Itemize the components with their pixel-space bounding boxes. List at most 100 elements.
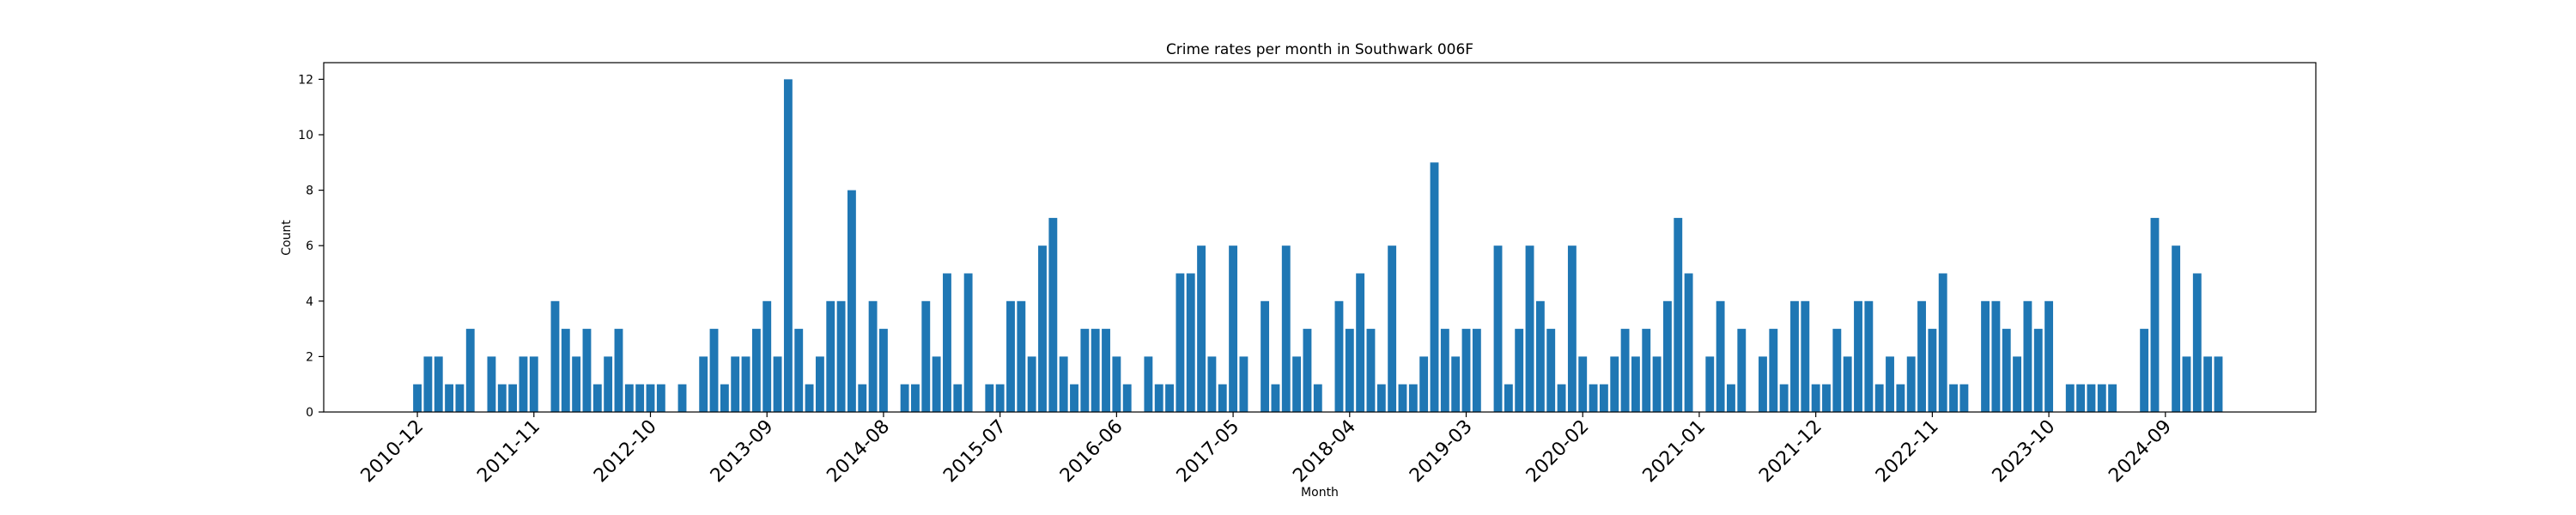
x-tick-label: 2011-11 <box>473 416 544 488</box>
bar <box>2013 356 2022 412</box>
bar <box>1376 384 1386 412</box>
bar <box>561 329 570 412</box>
bar <box>1981 300 1990 412</box>
bar <box>1504 384 1513 412</box>
x-tick-label: 2014-08 <box>823 416 894 488</box>
bar <box>1303 329 1312 412</box>
bar <box>2023 300 2032 412</box>
bar <box>1356 273 1365 412</box>
bar <box>2172 245 2181 412</box>
bar <box>836 300 846 412</box>
x-tick-label: 2018-04 <box>1289 416 1360 488</box>
bar <box>1599 384 1608 412</box>
bar <box>1112 356 1121 412</box>
bar <box>1515 329 1524 412</box>
bar <box>1896 384 1905 412</box>
x-tick-label: 2021-12 <box>1755 416 1826 488</box>
bar <box>604 356 613 412</box>
bar <box>1006 300 1015 412</box>
bar <box>1218 384 1227 412</box>
bar <box>2108 384 2117 412</box>
bar <box>1737 329 1747 412</box>
bar <box>2214 356 2223 412</box>
bar <box>1186 273 1195 412</box>
bar <box>1801 300 1810 412</box>
bar <box>413 384 422 412</box>
bar <box>1313 384 1322 412</box>
bar <box>1578 356 1588 412</box>
bar <box>1959 384 1969 412</box>
bar <box>783 79 793 412</box>
bar <box>1122 384 1132 412</box>
bar <box>1991 300 2001 412</box>
bar <box>1620 329 1630 412</box>
bar <box>1451 356 1461 412</box>
x-tick-label: 2012-10 <box>590 416 661 488</box>
x-tick-label: 2024-09 <box>2105 416 2176 488</box>
bar <box>953 384 963 412</box>
bar <box>677 384 687 412</box>
bar <box>1239 356 1249 412</box>
bar <box>1102 329 1110 412</box>
bar <box>1059 356 1068 412</box>
bar <box>858 384 867 412</box>
bar <box>529 356 538 412</box>
bar <box>1662 300 1672 412</box>
bar <box>1769 329 1778 412</box>
x-tick-label: 2019-03 <box>1406 416 1477 488</box>
bar <box>1874 384 1884 412</box>
bar <box>2097 384 2106 412</box>
bar <box>1229 245 1238 412</box>
bar <box>1398 384 1407 412</box>
y-tick-label: 2 <box>306 350 313 364</box>
bar <box>1631 356 1640 412</box>
x-tick-label: 2015-07 <box>939 416 1011 488</box>
bar <box>1652 356 1662 412</box>
bar <box>1886 356 1894 412</box>
bar <box>1027 356 1036 412</box>
bar <box>550 300 560 412</box>
bar <box>2033 329 2043 412</box>
bar <box>1017 300 1026 412</box>
bar <box>582 329 592 412</box>
x-tick-label: 2016-06 <box>1056 416 1127 488</box>
plot-frame <box>323 62 2317 413</box>
bar <box>751 329 761 412</box>
bar <box>878 329 888 412</box>
bar <box>868 300 878 412</box>
bar <box>847 190 856 413</box>
bar <box>423 356 433 412</box>
bar <box>2140 329 2149 412</box>
bar <box>497 384 507 412</box>
y-tick-label: 8 <box>306 185 313 198</box>
x-tick-label: 2022-11 <box>1872 416 1943 488</box>
bar <box>1642 329 1651 412</box>
bar <box>1790 300 1799 412</box>
bar <box>1684 273 1693 412</box>
bar <box>1207 356 1217 412</box>
bar <box>741 356 750 412</box>
bar <box>1759 356 1767 412</box>
bar <box>1832 329 1842 412</box>
bar <box>1430 162 1439 413</box>
bar <box>731 356 740 412</box>
bar <box>815 356 824 412</box>
bar <box>1535 300 1545 412</box>
y-tick-label: 10 <box>298 129 313 142</box>
x-tick-label: 2013-09 <box>707 416 778 488</box>
bar <box>2044 300 2054 412</box>
bar <box>1493 245 1503 412</box>
bar <box>2182 356 2191 412</box>
bar <box>572 356 581 412</box>
y-axis-label: Count <box>280 220 294 256</box>
y-tick-label: 6 <box>306 239 313 253</box>
bar <box>995 384 1005 412</box>
bar <box>1388 245 1397 412</box>
bar <box>1472 329 1481 412</box>
bar <box>794 329 804 412</box>
bar <box>434 356 443 412</box>
bar <box>1854 300 1862 412</box>
bar <box>624 384 634 412</box>
bar <box>720 384 729 412</box>
bar <box>592 384 602 412</box>
